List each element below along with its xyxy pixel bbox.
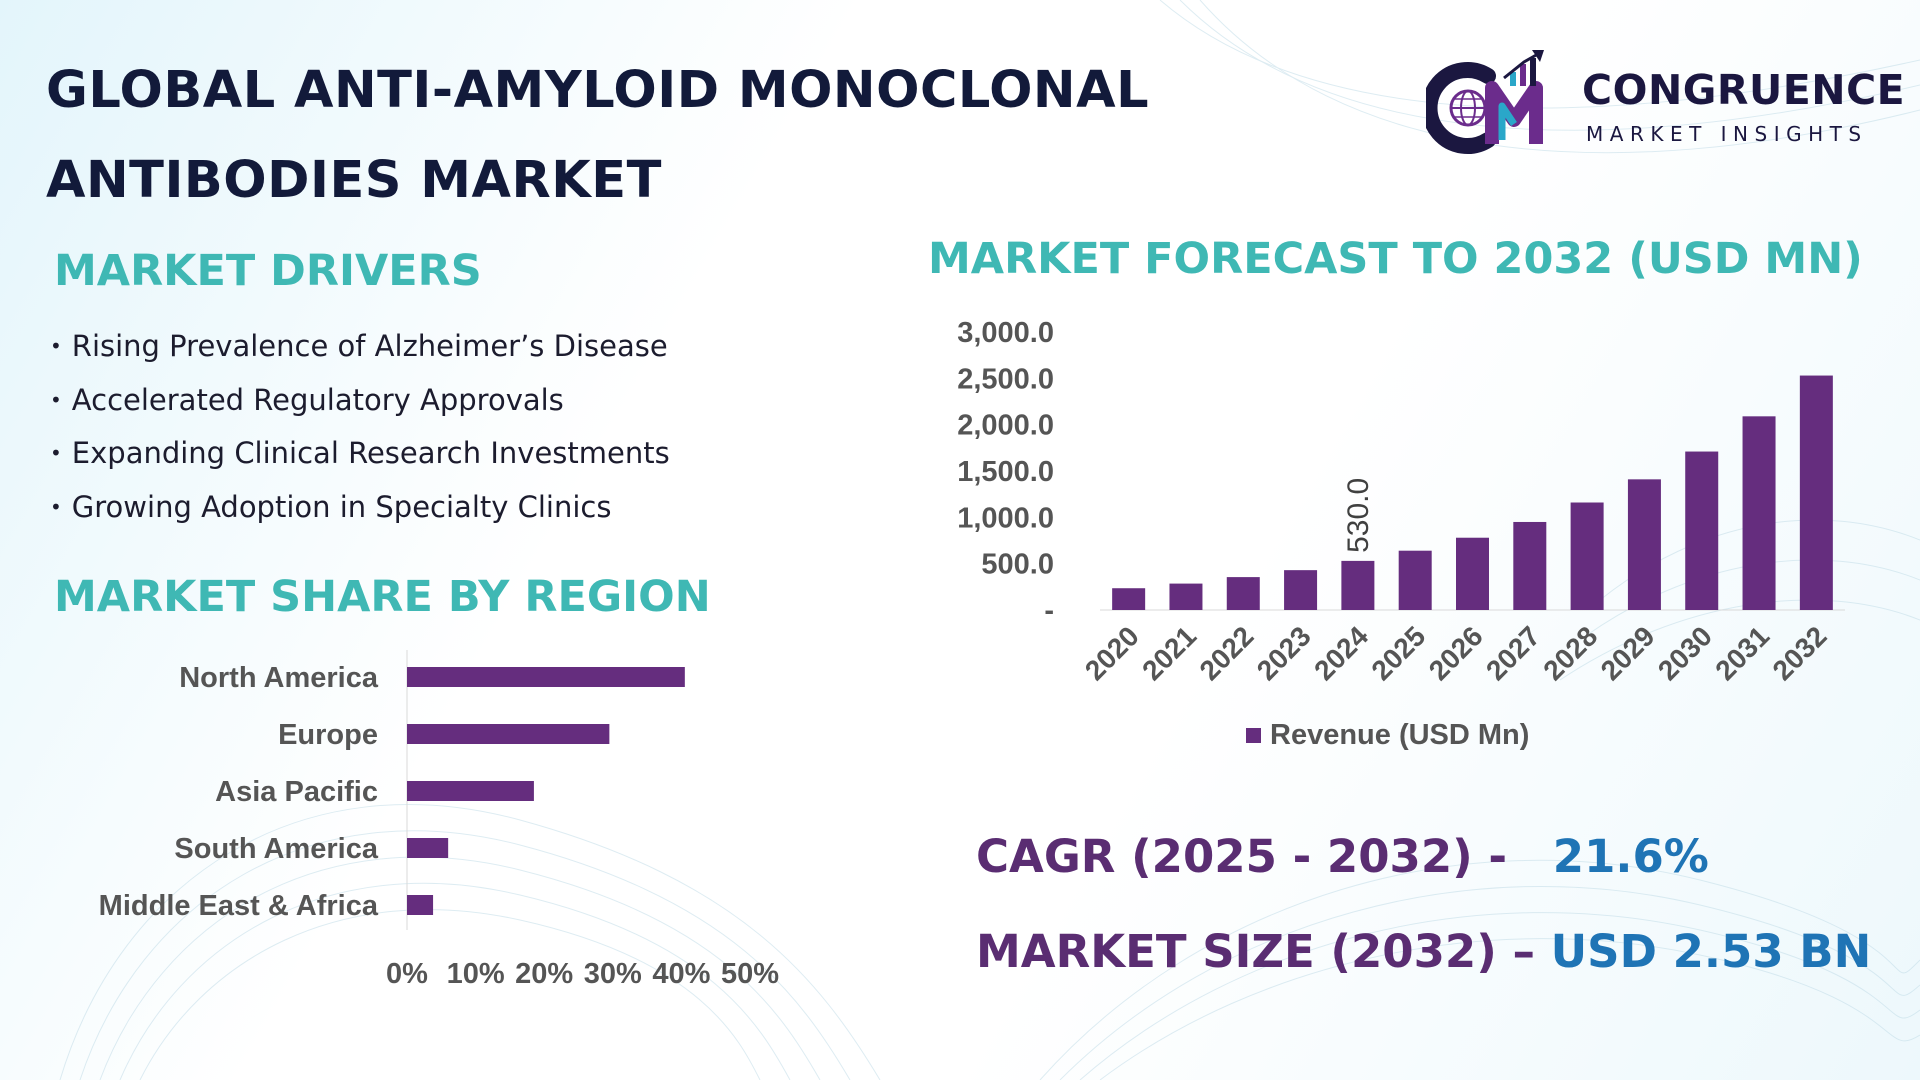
region-bar xyxy=(407,667,685,687)
region-bar xyxy=(407,838,449,858)
region-category-label: Asia Pacific xyxy=(215,776,378,808)
forecast-bar xyxy=(1570,502,1604,610)
forecast-y-tick-label: 1,500.0 xyxy=(957,456,1054,488)
forecast-bar xyxy=(1284,570,1318,610)
forecast-bar xyxy=(1226,577,1260,610)
forecast-x-tick-label: 2030 xyxy=(1652,620,1718,686)
region-x-tick-label: 30% xyxy=(584,958,642,990)
forecast-x-tick-label: 2026 xyxy=(1423,620,1489,686)
region-category-label: North America xyxy=(179,662,379,694)
forecast-bar xyxy=(1513,521,1547,610)
forecast-y-tick-label: 2,000.0 xyxy=(957,410,1054,442)
market-share-by-region-heading: MARKET SHARE BY REGION xyxy=(54,572,711,622)
forecast-x-tick-label: 2028 xyxy=(1537,620,1603,686)
forecast-x-tick-label: 2032 xyxy=(1767,620,1833,686)
page-title-line-2: ANTIBODIES MARKET xyxy=(46,151,662,210)
market-size-label: MARKET SIZE (2032) – xyxy=(976,925,1535,978)
legend-label: Revenue (USD Mn) xyxy=(1270,719,1529,751)
driver-item: Expanding Clinical Research Investments xyxy=(50,427,670,481)
company-logo: CONGRUENCE MARKET INSIGHTS xyxy=(1426,48,1905,158)
forecast-x-tick-label: 2031 xyxy=(1709,620,1775,686)
driver-item: Growing Adoption in Specialty Clinics xyxy=(50,481,670,535)
forecast-bar xyxy=(1627,479,1661,610)
forecast-x-tick-label: 2020 xyxy=(1079,620,1145,686)
forecast-bar xyxy=(1799,375,1833,610)
region-category-label: Europe xyxy=(278,719,378,751)
region-share-bar-chart: North America Europe Asia Pacific South Ame… xyxy=(99,650,779,990)
forecast-bar xyxy=(1112,588,1146,610)
region-bar xyxy=(407,724,610,744)
globe-cm-monogram-icon xyxy=(1426,50,1544,154)
cagr-value: 21.6% xyxy=(1552,830,1709,883)
forecast-y-tick-label: 3,000.0 xyxy=(957,317,1054,349)
logo-tagline: MARKET INSIGHTS xyxy=(1586,122,1868,146)
cagr-stat: CAGR (2025 - 2032) - 21.6% xyxy=(976,830,1709,883)
market-size-stat: MARKET SIZE (2032) – USD 2.53 BN xyxy=(976,925,1871,978)
region-x-tick-label: 50% xyxy=(721,958,779,990)
forecast-y-tick-label: 2,500.0 xyxy=(957,363,1054,395)
cagr-label: CAGR (2025 - 2032) - xyxy=(976,830,1508,883)
page-title-line-1: GLOBAL ANTI-AMYLOID MONOCLONAL xyxy=(46,61,1150,120)
driver-item: Rising Prevalence of Alzheimer’s Disease xyxy=(50,320,670,374)
market-drivers-list: Rising Prevalence of Alzheimer’s Disease… xyxy=(50,320,670,534)
region-x-tick-label: 10% xyxy=(447,958,505,990)
region-category-label: Middle East & Africa xyxy=(99,890,379,922)
forecast-x-tick-label: 2025 xyxy=(1365,620,1431,686)
market-drivers-heading: MARKET DRIVERS xyxy=(54,246,482,296)
region-x-tick-label: 0% xyxy=(386,958,428,990)
forecast-y-tick-label: - xyxy=(1044,595,1054,627)
region-bar xyxy=(407,781,534,801)
forecast-x-tick-label: 2022 xyxy=(1194,620,1260,686)
driver-item: Accelerated Regulatory Approvals xyxy=(50,374,670,428)
forecast-x-tick-label: 2021 xyxy=(1136,620,1202,686)
region-bar xyxy=(407,895,434,915)
region-x-tick-label: 40% xyxy=(652,958,710,990)
forecast-bar xyxy=(1742,416,1776,610)
forecast-bar xyxy=(1169,583,1203,610)
forecast-bar xyxy=(1398,550,1432,610)
forecast-y-tick-label: 1,000.0 xyxy=(957,502,1054,534)
forecast-x-tick-label: 2029 xyxy=(1595,620,1661,686)
market-forecast-heading: MARKET FORECAST TO 2032 (USD MN) xyxy=(928,234,1863,284)
forecast-data-label: 530.0 xyxy=(1342,478,1375,553)
logo-name: CONGRUENCE xyxy=(1582,66,1906,114)
forecast-x-tick-label: 2027 xyxy=(1480,620,1546,686)
forecast-x-tick-label: 2023 xyxy=(1251,620,1317,686)
legend-swatch xyxy=(1246,728,1261,743)
region-x-tick-label: 20% xyxy=(515,958,573,990)
forecast-bar xyxy=(1456,537,1489,610)
forecast-bar xyxy=(1685,451,1719,610)
page-title: GLOBAL ANTI-AMYLOID MONOCLONAL ANTIBODIE… xyxy=(46,46,1306,226)
region-category-label: South America xyxy=(174,833,378,865)
forecast-x-tick-label: 2024 xyxy=(1308,620,1374,686)
revenue-forecast-bar-chart: - 500.0 1,000.0 1,500.0 2,000.0 2,500.0 3,000.… xyxy=(957,317,1845,751)
market-size-value: USD 2.53 BN xyxy=(1550,925,1872,978)
forecast-bar xyxy=(1341,560,1375,610)
forecast-y-tick-label: 500.0 xyxy=(981,549,1054,581)
